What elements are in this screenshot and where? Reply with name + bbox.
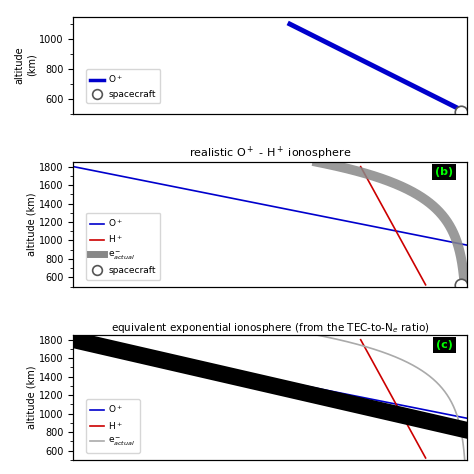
Y-axis label: altitude (km): altitude (km) [27,192,36,256]
Legend: O$^+$, H$^+$, e$^-_{actual}$: O$^+$, H$^+$, e$^-_{actual}$ [86,399,140,453]
Text: (c): (c) [436,340,453,350]
Text: (b): (b) [435,167,453,177]
Legend: O$^+$, spacecraft: O$^+$, spacecraft [86,69,160,103]
Legend: O$^+$, H$^+$, e$^-_{actual}$, spacecraft: O$^+$, H$^+$, e$^-_{actual}$, spacecraft [86,212,160,280]
Title: equivalent exponential ionosphere (from the TEC-to-N$_e$ ratio): equivalent exponential ionosphere (from … [111,321,429,335]
Y-axis label: altitude (km): altitude (km) [27,366,36,429]
Y-axis label: altitude
(km): altitude (km) [15,46,36,84]
Title: realistic O$^+$ - H$^+$ ionosphere: realistic O$^+$ - H$^+$ ionosphere [189,145,351,162]
